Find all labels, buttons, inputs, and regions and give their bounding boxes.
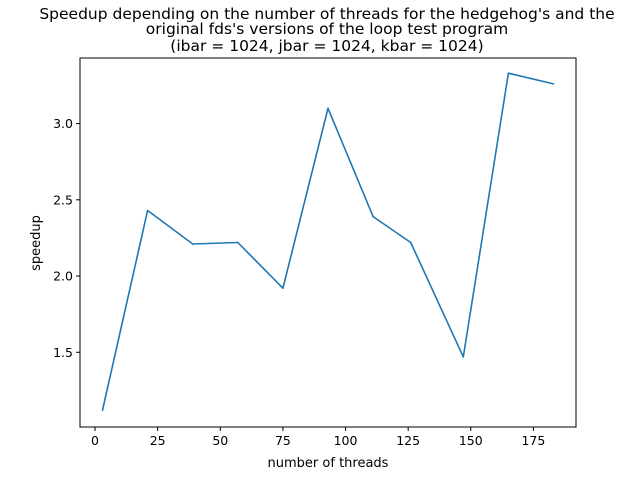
x-tick-label: 75: [275, 433, 291, 448]
plot-frame: [79, 57, 577, 428]
y-axis-ticks: 1.5 2.0 2.5 3.0: [53, 116, 80, 360]
data-point: [462, 356, 465, 358]
x-tick-label: 0: [91, 433, 99, 448]
y-tick-label: 1.5: [53, 345, 73, 360]
series-layer: [101, 72, 555, 412]
chart-title-line-1: Speedup depending on the number of threa…: [39, 5, 614, 23]
x-axis-ticks: 0 25 50 75 100 125 150 175: [91, 427, 545, 448]
data-point: [552, 83, 555, 85]
y-axis-label: speedup: [29, 215, 44, 271]
x-tick-label: 100: [334, 433, 358, 448]
data-point: [282, 287, 284, 290]
x-axis-label: number of threads: [268, 456, 389, 471]
chart-title-line-3: (ibar = 1024, jbar = 1024, kbar = 1024): [170, 37, 483, 55]
speedup-series-line: [101, 72, 554, 411]
chart-title-line-2: original fds's versions of the loop test…: [146, 20, 508, 38]
x-tick-label: 125: [396, 433, 420, 448]
data-point: [146, 209, 149, 212]
data-point: [372, 215, 374, 218]
x-tick-label: 50: [212, 433, 228, 448]
data-point: [409, 241, 412, 244]
x-tick-label: 175: [521, 433, 545, 448]
data-point: [327, 107, 329, 110]
data-point: [237, 241, 239, 244]
y-tick-label: 2.5: [53, 192, 73, 207]
data-point: [101, 409, 104, 412]
data-point: [191, 243, 194, 245]
x-tick-label: 25: [150, 433, 166, 448]
chart-title: Speedup depending on the number of threa…: [39, 5, 614, 55]
data-point: [507, 72, 510, 75]
y-tick-label: 3.0: [53, 116, 73, 131]
x-tick-label: 150: [459, 433, 483, 448]
y-tick-label: 2.0: [53, 269, 73, 284]
